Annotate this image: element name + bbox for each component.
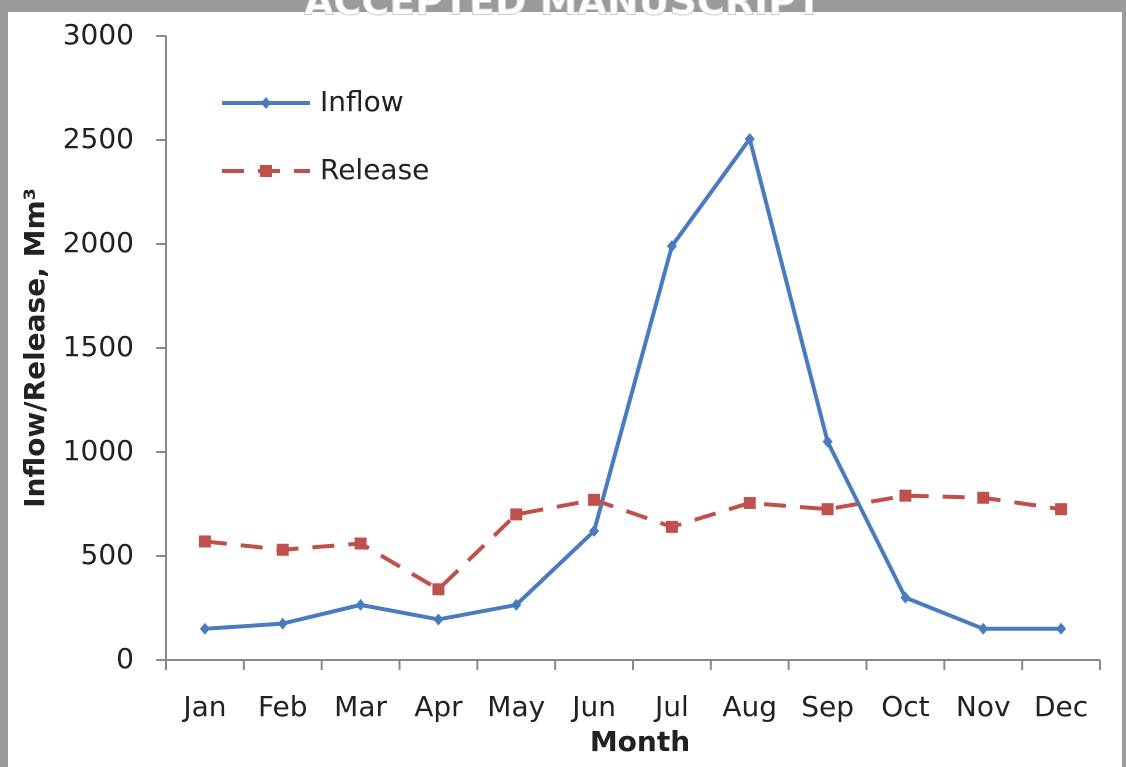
- x-tick-label: Dec: [1034, 690, 1088, 723]
- data-point: [276, 543, 289, 556]
- x-axis-title: Month: [590, 725, 690, 758]
- x-tick-label: Mar: [334, 690, 387, 723]
- x-tick-label: Aug: [722, 690, 777, 723]
- data-line: [204, 493, 1062, 592]
- x-tick-label: Oct: [881, 690, 929, 723]
- data-point: [978, 622, 989, 635]
- legend-label: Inflow: [320, 85, 404, 118]
- y-tick-label: 500: [81, 538, 134, 571]
- data-point: [900, 591, 911, 604]
- y-tick-label: 1000: [63, 434, 134, 467]
- x-tick-label: Jan: [181, 690, 226, 723]
- watermark: ACCEPTED MANUSCRIPT: [304, 0, 822, 24]
- data-point: [355, 598, 366, 611]
- data-point: [354, 537, 367, 550]
- data-point: [821, 503, 834, 516]
- x-tick-label: Apr: [414, 690, 463, 723]
- x-tick-label: Jun: [570, 690, 616, 723]
- x-tick-label: Jul: [653, 690, 689, 723]
- x-tick-label: Feb: [258, 690, 308, 723]
- data-line: [204, 136, 1062, 631]
- legend-marker: [261, 97, 271, 109]
- data-point: [1055, 503, 1068, 516]
- legend-marker: [260, 165, 272, 177]
- data-point: [899, 489, 912, 502]
- y-tick-label: 2000: [63, 226, 134, 259]
- data-point: [589, 525, 600, 538]
- data-point: [588, 493, 601, 506]
- data-point: [665, 520, 678, 533]
- data-point: [432, 583, 445, 596]
- data-point: [433, 613, 444, 626]
- data-point: [743, 496, 756, 509]
- x-tick-label: Nov: [956, 690, 1011, 723]
- legend-label: Release: [320, 153, 429, 186]
- data-point: [666, 240, 677, 253]
- data-point: [510, 508, 523, 521]
- y-axis-title: Inflow/Release, Mm³: [18, 188, 51, 508]
- data-point: [199, 622, 210, 635]
- canvas: [8, 12, 1122, 767]
- y-tick-label: 2500: [63, 122, 134, 155]
- data-point: [744, 132, 755, 145]
- data-point: [977, 491, 990, 504]
- data-point: [277, 617, 288, 630]
- x-tick-label: May: [487, 690, 545, 723]
- y-tick-label: 1500: [63, 330, 134, 363]
- x-tick-label: Sep: [801, 690, 854, 723]
- data-point: [1056, 622, 1067, 635]
- data-point: [511, 598, 522, 611]
- data-point: [198, 535, 211, 548]
- data-point: [822, 435, 833, 448]
- y-tick-label: 3000: [63, 18, 134, 51]
- y-tick-label: 0: [116, 642, 134, 675]
